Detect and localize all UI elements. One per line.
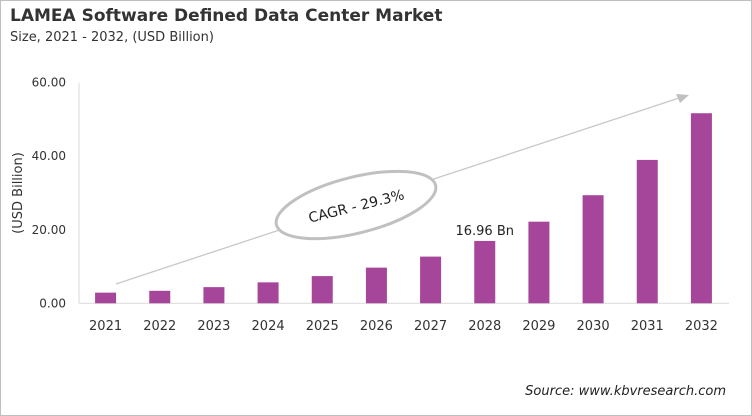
x-tick-label: 2030 [577,319,610,334]
bar-2029 [528,221,550,304]
y-tick-label: 60.00 [32,76,66,90]
data-label: 16.96 Bn [455,224,514,239]
chart-source: Source: www.kbvresearch.com [525,384,726,399]
bar-2026 [365,267,387,304]
bar-2027 [420,256,442,304]
x-tick-label: 2031 [631,319,664,334]
bar-2031 [636,159,658,304]
y-tick-label: 40.00 [32,149,66,163]
bar-2025 [311,276,333,304]
bar-2024 [257,282,279,304]
y-tick-label: 20.00 [32,223,66,237]
x-tick-label: 2027 [414,319,447,334]
x-tick-label: 2021 [89,319,122,334]
bar-2032 [690,113,712,304]
bar-2030 [582,195,604,304]
bar-2021 [95,292,117,304]
bar-2022 [149,290,171,304]
bar-2023 [203,287,225,304]
trend-arrow-head [676,94,689,103]
x-tick-label: 2024 [252,319,285,334]
x-tick-label: 2023 [197,319,230,334]
x-tick-label: 2028 [468,319,501,334]
x-tick-label: 2032 [685,319,718,334]
y-tick-label: 0.00 [39,296,66,310]
cagr-ellipse [274,169,438,241]
y-axis-label: (USD Billion) [11,152,26,234]
x-tick-label: 2025 [306,319,339,334]
x-tick-label: 2029 [522,319,555,334]
chart-subtitle: Size, 2021 - 2032, (USD Billion) [10,30,214,45]
chart-title: LAMEA Software Defined Data Center Marke… [10,6,443,26]
x-tick-label: 2022 [143,319,176,334]
x-tick-label: 2026 [360,319,393,334]
bar-2028 [474,240,496,304]
